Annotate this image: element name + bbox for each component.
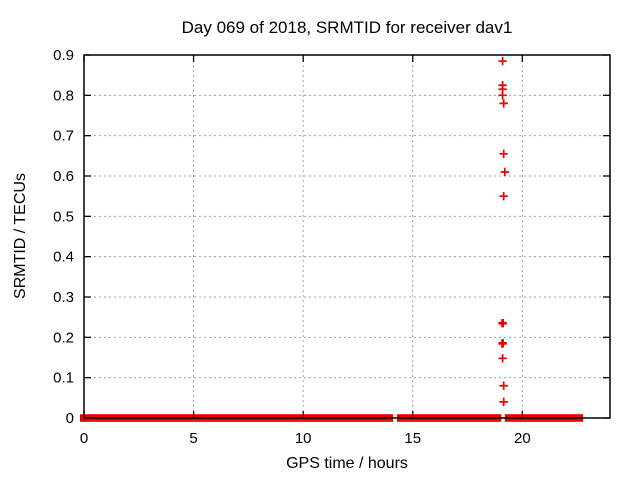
plus-marker <box>498 354 507 363</box>
plus-marker <box>498 339 507 348</box>
y-tick-label: 0.7 <box>53 128 74 145</box>
y-tick-label: 0.2 <box>53 329 74 346</box>
x-axis-label: GPS time / hours <box>286 455 408 472</box>
gridlines <box>84 55 610 418</box>
y-tick-label: 0.3 <box>53 289 74 306</box>
y-tick-label: 0.9 <box>53 47 74 64</box>
y-tick-label: 0.5 <box>53 208 74 225</box>
plus-marker <box>498 56 507 66</box>
x-tick-label: 5 <box>189 430 197 447</box>
y-tick-label: 0.8 <box>53 87 74 104</box>
plus-marker <box>499 99 508 108</box>
plus-marker <box>499 381 508 390</box>
plus-marker <box>498 91 507 100</box>
plus-marker <box>499 149 508 159</box>
x-tick-label: 0 <box>80 430 88 447</box>
x-tick-label: 15 <box>404 430 421 447</box>
tick-labels: 0 5 10 15 20 0 0.1 0.2 0.3 0.4 0.5 0.6 0.7 0.8 0.9 <box>53 47 531 447</box>
y-axis-label: SRMTID / TECUs <box>12 173 29 299</box>
x-tick-label: 20 <box>514 430 531 447</box>
plus-marker <box>499 191 508 201</box>
y-tick-label: 0.4 <box>53 249 74 266</box>
plus-marker <box>498 319 507 328</box>
chart-title: Day 069 of 2018, SRMTID for receiver dav… <box>182 18 513 37</box>
plus-marker <box>499 397 508 407</box>
plus-marker <box>500 167 509 177</box>
axis-ticks <box>83 54 610 419</box>
plot-frame <box>83 54 611 419</box>
frame <box>83 54 611 419</box>
y-tick-label: 0 <box>66 410 74 427</box>
x-tick-label: 10 <box>295 430 312 447</box>
plot-render-root: 0 5 10 15 20 0 0.1 0.2 0.3 0.4 0.5 0.6 0.7 0.8 0.9 <box>53 47 611 447</box>
y-tick-label: 0.6 <box>53 168 74 185</box>
y-tick-label: 0.1 <box>53 370 74 387</box>
data-points <box>498 56 509 407</box>
